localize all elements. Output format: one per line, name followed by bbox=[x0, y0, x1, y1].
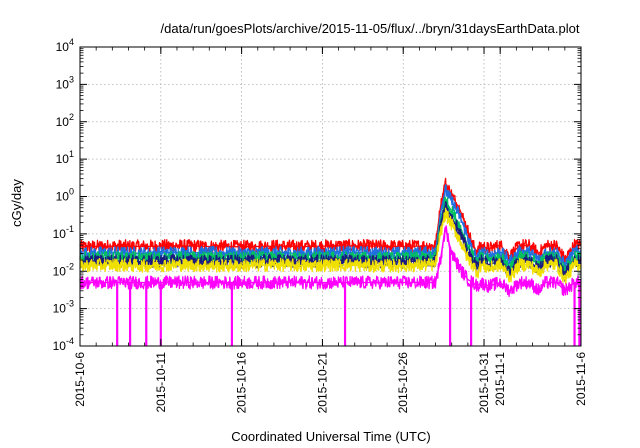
y-tick-label: 104 bbox=[56, 37, 74, 54]
x-axis-label: Coordinated Universal Time (UTC) bbox=[231, 429, 430, 444]
y-tick-label: 10-1 bbox=[53, 224, 74, 241]
x-tick-labels: 2015-10-6 2015-10-11 2015-10-16 2015-10-21 2… bbox=[73, 352, 588, 414]
grid-lines bbox=[80, 47, 581, 346]
series-envelope bbox=[79, 188, 581, 267]
chart-title: /data/run/goesPlots/archive/2015-11-05/f… bbox=[161, 21, 580, 36]
y-tick-label: 10-3 bbox=[53, 299, 74, 316]
y-tick-labels: 10-4 10-3 10-2 10-1 100 101 102 103 104 bbox=[53, 37, 74, 353]
y-axis-label: cGy/day bbox=[9, 179, 24, 227]
series-envelope bbox=[80, 227, 581, 292]
series-envelope bbox=[79, 181, 581, 262]
plot-frame bbox=[79, 46, 582, 347]
x-tick-label: 2015-10-6 bbox=[73, 352, 87, 407]
x-tick-label: 2015-10-26 bbox=[396, 352, 410, 414]
series-line bbox=[79, 207, 582, 286]
x-tick-label: 2015-10-11 bbox=[154, 352, 168, 413]
series-line bbox=[79, 225, 582, 298]
x-tick-label: 2015-10-16 bbox=[235, 352, 249, 414]
y-tick-label: 100 bbox=[56, 187, 74, 204]
y-tick-label: 10-4 bbox=[53, 336, 74, 353]
y-tick-label: 101 bbox=[56, 149, 74, 166]
tick-marks bbox=[79, 46, 582, 347]
x-tick-label: 2015-10-21 bbox=[315, 352, 329, 414]
y-tick-label: 103 bbox=[56, 74, 74, 91]
y-tick-label: 10-2 bbox=[53, 261, 74, 278]
x-tick-label: 2015-11-1 bbox=[493, 352, 507, 406]
series-group bbox=[79, 177, 582, 346]
series-envelope bbox=[79, 211, 581, 281]
y-tick-label: 102 bbox=[56, 112, 74, 129]
x-tick-label: 2015-11-6 bbox=[574, 352, 588, 406]
x-tick-label: 2015-10-31 bbox=[477, 352, 491, 414]
